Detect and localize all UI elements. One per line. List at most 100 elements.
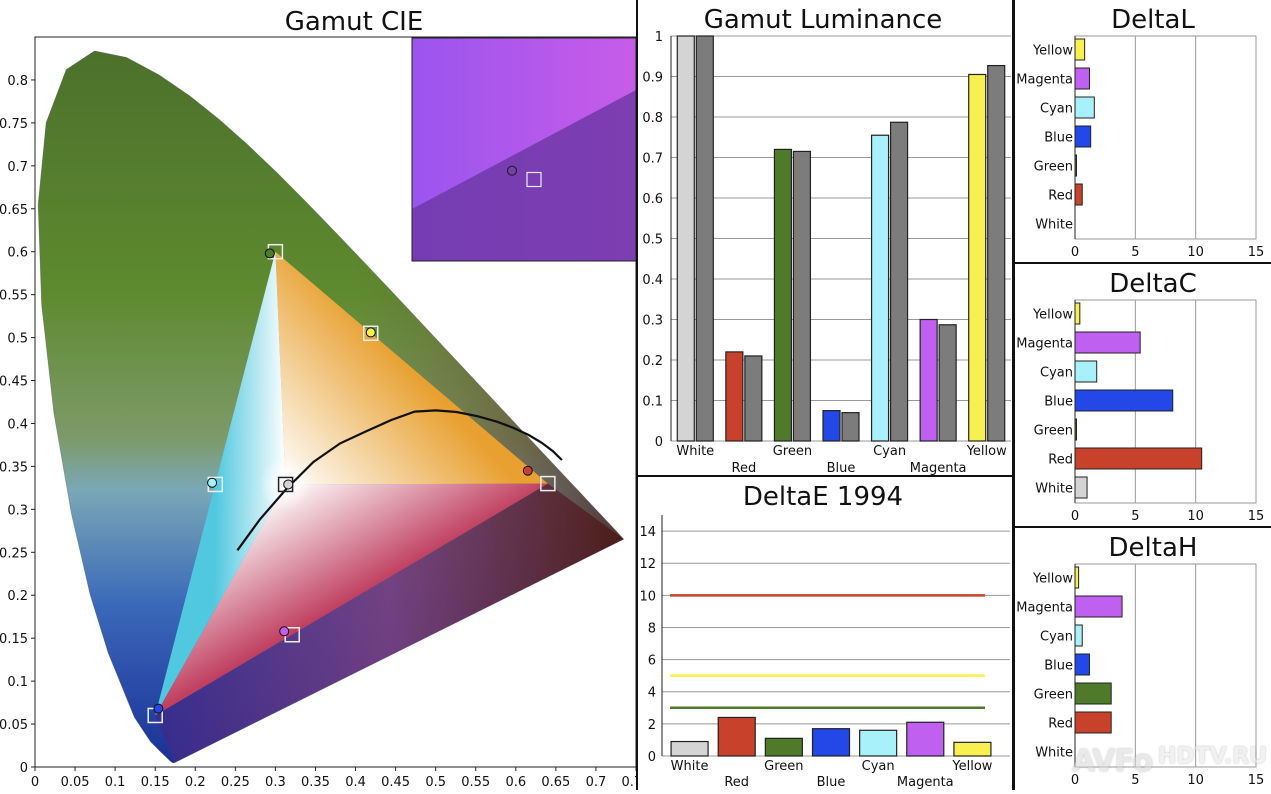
cie-zoom-measured-marker	[506, 165, 518, 176]
cie-reference-yellow	[363, 325, 379, 342]
deltae-bar-blue	[811, 728, 851, 757]
divider-v2	[1012, 0, 1015, 790]
deltal-bar-green	[1074, 154, 1077, 177]
cie-y-tick-label: 0.3	[7, 503, 28, 518]
deltal-y-label-white: White	[1035, 218, 1073, 233]
deltae-y-tick-label: 12	[639, 557, 656, 572]
deltae-bar-cyan	[859, 729, 898, 757]
cie-x-tick-label: 0	[31, 775, 39, 790]
cie-x-tick-label: 0.15	[141, 775, 170, 790]
deltah-y-label-magenta: Magenta	[1016, 601, 1073, 616]
cie-y-tick-label: 0.25	[0, 546, 28, 561]
deltae-bar-green	[764, 737, 803, 757]
deltac-bar-green	[1074, 418, 1077, 441]
deltal-y-label-magenta: Magenta	[1016, 73, 1073, 88]
deltal-chart: DeltaL 0 5 10 15 Yellow Magenta Cyan Blue Green R…	[1016, 5, 1265, 260]
cie-measured-green	[264, 248, 275, 259]
luminance-y-tick-label: 0.2	[642, 354, 663, 369]
cie-y-tick-label: 0	[20, 761, 28, 776]
luminance-bar-white-reference	[695, 35, 714, 442]
cie-y-tick-label: 0.05	[0, 718, 28, 733]
deltae-y-tick-label: 4	[648, 686, 656, 701]
luminance-bar-red-measured	[725, 351, 744, 442]
luminance-x-label-blue: Blue	[827, 461, 856, 475]
divider-h-mid	[637, 475, 1013, 477]
deltac-bar-blue	[1074, 389, 1174, 412]
luminance-x-label-white: White	[676, 444, 714, 459]
deltah-title: DeltaH	[1109, 533, 1198, 563]
deltah-x-tick-label: 10	[1187, 773, 1204, 788]
cie-x-tick-label: 0.05	[61, 775, 90, 790]
deltae-bar-red	[717, 716, 756, 757]
luminance-x-label-cyan: Cyan	[873, 444, 906, 459]
deltal-y-label-green: Green	[1034, 160, 1073, 175]
cie-x-tick-label: 0.5	[425, 775, 446, 790]
luminance-y-tick-label: 0.4	[642, 273, 663, 288]
deltac-x-tick-label: 5	[1131, 509, 1139, 524]
deltac-x-tick-label: 10	[1187, 509, 1204, 524]
deltal-y-label-yellow: Yellow	[1032, 44, 1073, 59]
deltal-x-tick-label: 5	[1131, 245, 1139, 260]
deltah-bar-blue	[1074, 653, 1090, 676]
luminance-x-label-red: Red	[732, 461, 757, 475]
deltah-x-tick-label: 5	[1131, 773, 1139, 788]
deltac-x-tick-label: 15	[1248, 509, 1265, 524]
watermark-right: HDTV.RU	[1158, 744, 1268, 769]
deltae-y-tick-label: 0	[648, 750, 656, 765]
deltac-y-label-cyan: Cyan	[1040, 366, 1073, 381]
cie-x-tick-label: 0.1	[105, 775, 126, 790]
luminance-y-tick-label: 1	[655, 30, 663, 45]
cie-x-tick-label: 0.6	[505, 775, 526, 790]
luminance-bar-blue-reference	[841, 412, 860, 442]
cie-y-tick-label: 0.75	[0, 117, 28, 132]
luminance-bar-cyan-reference	[889, 121, 909, 442]
luminance-x-label-magenta: Magenta	[910, 461, 967, 475]
deltah-x-tick-label: 0	[1071, 773, 1079, 788]
divider-h-r2	[1014, 526, 1271, 528]
luminance-y-tick-label: 0.3	[642, 314, 663, 329]
watermark-left: AVFo	[1072, 744, 1153, 779]
deltac-bar-magenta	[1074, 331, 1141, 354]
gamut-cie-chart: 0 0.05 0.1 0.15 0.2 0.25 0.3 0.35 0.4 0.45 0.5 0.55…	[0, 7, 650, 790]
deltah-bar-cyan	[1074, 624, 1083, 647]
deltae-chart: DeltaE 1994 0 2 4 6 8 10 12 14 White Red Green Blue…	[639, 482, 1010, 790]
cie-x-tick-label: 0.55	[461, 775, 490, 790]
luminance-bar-magenta-reference	[938, 324, 957, 442]
deltah-y-label-red: Red	[1048, 717, 1073, 732]
deltal-title: DeltaL	[1111, 5, 1195, 35]
cie-y-tick-label: 0.55	[0, 289, 28, 304]
divider-v1	[636, 0, 638, 790]
deltal-bar-cyan	[1074, 96, 1095, 119]
deltal-y-label-cyan: Cyan	[1040, 102, 1073, 117]
deltae-y-tick-label: 10	[639, 589, 656, 604]
deltae-bar-white	[670, 740, 709, 757]
deltac-y-label-green: Green	[1034, 424, 1073, 439]
cie-measured-yellow	[365, 327, 376, 338]
cie-x-tick-label: 0.7	[586, 775, 607, 790]
cie-y-tick-label: 0.45	[0, 375, 28, 390]
cie-y-tick-label: 0.4	[7, 417, 28, 432]
deltah-y-label-cyan: Cyan	[1040, 630, 1073, 645]
luminance-y-tick-label: 0.1	[642, 395, 663, 410]
luminance-bar-green-reference	[792, 150, 812, 442]
cie-y-tick-label: 0.15	[0, 632, 28, 647]
deltac-bar-yellow	[1074, 302, 1081, 325]
cie-y-tick-label: 0.2	[7, 589, 28, 604]
deltal-bar-blue	[1074, 125, 1092, 148]
deltac-bar-white	[1074, 476, 1088, 499]
cie-gamut-triangle	[155, 251, 548, 716]
deltae-x-label-blue: Blue	[817, 775, 846, 790]
gamut-luminance-title: Gamut Luminance	[704, 5, 943, 35]
deltal-x-tick-label: 15	[1248, 245, 1265, 260]
cie-locus-outline	[37, 50, 625, 764]
cie-measured-red	[522, 465, 533, 476]
deltac-y-label-magenta: Magenta	[1016, 337, 1073, 352]
deltae-y-tick-label: 8	[648, 621, 656, 636]
luminance-x-label-yellow: Yellow	[966, 444, 1007, 459]
cie-measured-cyan	[207, 477, 218, 488]
deltah-bar-yellow	[1074, 566, 1080, 589]
luminance-y-tick-label: 0.5	[642, 233, 663, 248]
deltal-bar-yellow	[1074, 38, 1086, 61]
deltac-y-label-yellow: Yellow	[1032, 308, 1073, 323]
luminance-bar-cyan-measured	[870, 134, 890, 442]
